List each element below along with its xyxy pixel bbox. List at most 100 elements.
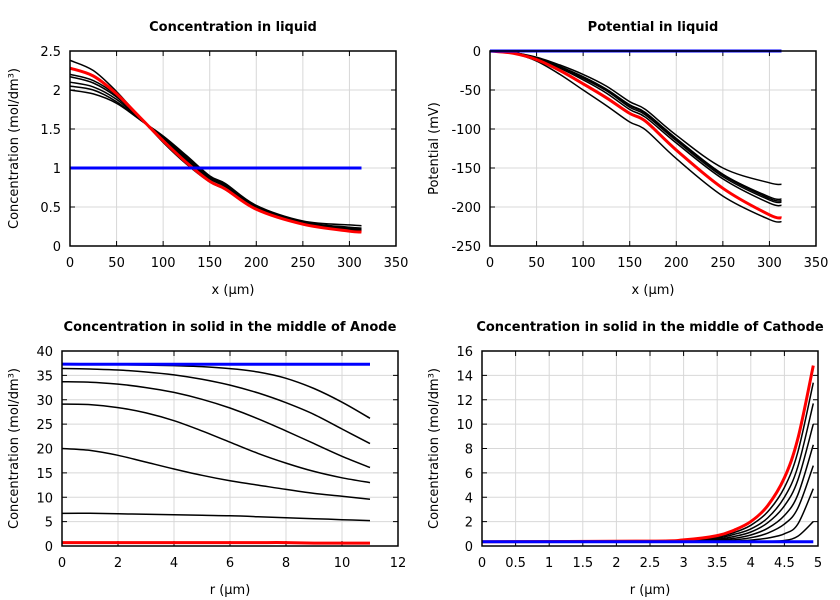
plot-frame (481, 350, 819, 547)
y-tick-label: 0.5 (40, 201, 61, 216)
y-tick-label: 0 (53, 240, 61, 255)
plot-frame (69, 50, 397, 247)
x-tick-label: 200 (244, 256, 269, 271)
x-tick-label: 10 (334, 556, 351, 571)
y-tick-label: 25 (36, 418, 53, 433)
y-tick-label: 1.5 (40, 123, 61, 138)
series-line-3 (69, 76, 362, 231)
y-tick-label: 2 (53, 84, 61, 99)
x-tick-label: 300 (757, 256, 782, 271)
series-line-7 (489, 49, 782, 220)
y-tick-label: -200 (451, 201, 481, 216)
x-tick-label: 250 (290, 256, 315, 271)
plot-frame (61, 350, 399, 547)
x-tick-label: 4.5 (774, 556, 795, 571)
x-tick-label: 250 (710, 256, 735, 271)
x-tick-label: 200 (664, 256, 689, 271)
series-line-7 (69, 66, 362, 234)
y-tick-label: 20 (36, 443, 53, 458)
y-tick-label: 0 (465, 540, 473, 555)
x-axis-label: x (µm) (212, 283, 255, 298)
series-line-4 (489, 50, 782, 204)
series-line-1 (489, 50, 782, 186)
y-tick-label: 30 (36, 394, 53, 409)
y-axis-label: Potential (mV) (427, 102, 442, 195)
series-line-3 (481, 423, 815, 543)
y-tick-label: 1 (53, 162, 61, 177)
y-tick-label: 0 (473, 45, 481, 60)
y-tick-label: 5 (45, 516, 53, 531)
x-tick-label: 12 (390, 556, 407, 571)
series-line-5 (61, 447, 371, 500)
x-tick-label: 5 (814, 556, 822, 571)
series-line-4 (61, 403, 371, 484)
x-tick-label: 150 (197, 256, 222, 271)
x-tick-label: 1 (545, 556, 553, 571)
x-tick-label: 100 (151, 256, 176, 271)
x-tick-label: 3.5 (707, 556, 728, 571)
x-tick-label: 0 (58, 556, 66, 571)
y-axis-label: Concentration (mol/dm³) (427, 368, 442, 529)
x-tick-label: 2.5 (640, 556, 661, 571)
series-line-1 (61, 363, 371, 419)
series-line-3 (489, 50, 782, 202)
y-tick-label: 40 (36, 345, 53, 360)
series-line-6 (61, 512, 371, 522)
x-tick-label: 50 (528, 256, 545, 271)
x-tick-label: 2 (612, 556, 620, 571)
chart-title: Concentration in liquid (149, 20, 317, 35)
x-axis-label: r (µm) (210, 583, 251, 598)
chart-panel-2: 0 50 100 150 200 250 300 350 -250 -200 -150 -100 -50… (427, 20, 828, 298)
y-tick-label: 2 (465, 516, 473, 531)
series-line-4 (481, 444, 815, 543)
y-tick-label: 10 (456, 418, 473, 433)
y-tick-label: 15 (36, 467, 53, 482)
series-line-6 (69, 89, 362, 227)
y-tick-label: 12 (456, 394, 473, 409)
chart-title: Concentration in solid in the middle of … (64, 320, 397, 335)
x-tick-label: 350 (384, 256, 409, 271)
chart-title: Potential in liquid (588, 20, 719, 35)
y-axis-label: Concentration (mol/dm³) (7, 368, 22, 529)
plot-frame (489, 50, 817, 247)
series-line-7 (61, 541, 370, 545)
x-tick-label: 3 (679, 556, 687, 571)
series-line-2 (61, 367, 371, 445)
chart-panel-4: 0 0.5 1 1.5 2 2.5 3 3.5 4 4.5 50246810121416Concen… (427, 320, 824, 598)
y-tick-label: 14 (456, 369, 473, 384)
series-line-1 (481, 382, 815, 543)
x-tick-label: 100 (571, 256, 596, 271)
y-tick-label: -50 (460, 84, 481, 99)
y-tick-label: 4 (465, 491, 473, 506)
x-tick-label: 4 (170, 556, 178, 571)
x-tick-label: 2 (114, 556, 122, 571)
x-tick-label: 150 (617, 256, 642, 271)
chart-title: Concentration in solid in the middle of … (476, 320, 824, 335)
chart-panel-3: 0 2 4 6 8 10 12 0 5 10 15 20 25 30 35 40 Concentration i… (7, 320, 406, 598)
series-line-3 (61, 380, 371, 469)
y-tick-label: 8 (465, 443, 473, 458)
series-line-1 (69, 59, 362, 232)
y-tick-label: 10 (36, 491, 53, 506)
x-tick-label: 0 (66, 256, 74, 271)
x-tick-label: 0 (486, 256, 494, 271)
x-tick-label: 8 (282, 556, 290, 571)
x-tick-label: 350 (804, 256, 829, 271)
y-tick-label: 0 (45, 540, 53, 555)
chart-panel-1: 0 50 100 150 200 250 300 350 0 0.5 1 1.5 2 2.5 Concent… (7, 20, 408, 298)
y-tick-label: 6 (465, 467, 473, 482)
y-tick-label: -250 (451, 240, 481, 255)
x-axis-label: r (µm) (630, 583, 671, 598)
x-tick-label: 6 (226, 556, 234, 571)
y-tick-label: 2.5 (40, 45, 61, 60)
x-tick-label: 0 (478, 556, 486, 571)
x-tick-label: 300 (337, 256, 362, 271)
x-tick-label: 1.5 (572, 556, 593, 571)
x-tick-label: 4 (747, 556, 755, 571)
y-axis-label: Concentration (mol/dm³) (7, 68, 22, 229)
x-tick-label: 50 (108, 256, 125, 271)
x-tick-label: 0.5 (505, 556, 526, 571)
x-axis-label: x (µm) (632, 283, 675, 298)
y-tick-label: -100 (451, 123, 481, 138)
